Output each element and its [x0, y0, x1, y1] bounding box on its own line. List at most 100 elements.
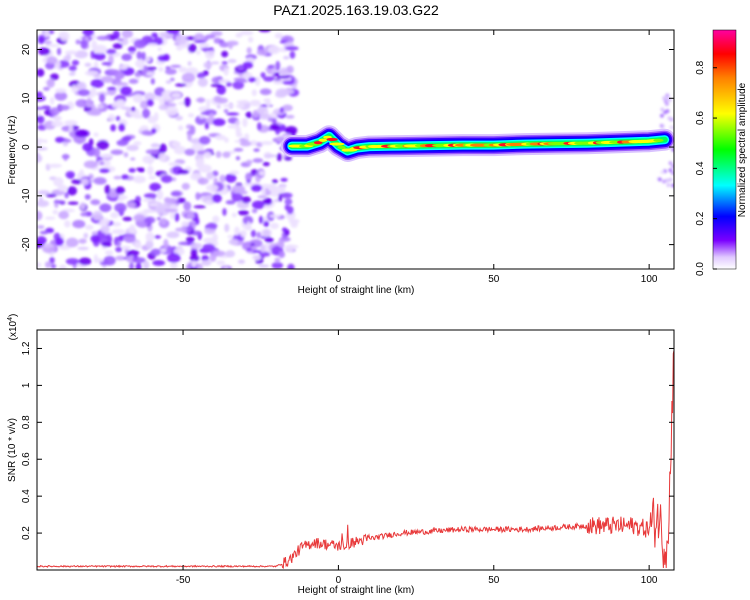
noise-blob [147, 165, 154, 176]
noise-blob [68, 124, 74, 133]
noise-blob [96, 140, 109, 150]
signal-hotspot [653, 138, 664, 142]
snr-series-line [37, 350, 674, 569]
noise-blob [206, 172, 214, 180]
noise-blob [50, 107, 60, 116]
noise-blob [206, 222, 218, 230]
noise-blob [43, 30, 50, 38]
noise-blob [274, 32, 283, 39]
noise-blob [196, 263, 203, 269]
noise-blob [63, 138, 72, 143]
noise-blob [228, 238, 239, 245]
noise-blob [163, 197, 172, 203]
noise-blob [93, 177, 107, 185]
noise-blob [107, 114, 116, 122]
noise-blob [193, 40, 207, 44]
noise-blob [77, 89, 91, 97]
noise-blob [237, 210, 249, 216]
noise-blob [129, 262, 134, 269]
noise-blob [152, 259, 166, 266]
noise-blob [246, 221, 251, 230]
noise-blob [37, 36, 45, 45]
noise-blob [99, 203, 112, 213]
noise-blob [178, 125, 184, 131]
noise-blob [246, 47, 252, 54]
noise-blob [258, 215, 264, 224]
noise-blob [273, 198, 280, 203]
noise-blob [213, 177, 218, 184]
noise-blob [258, 170, 265, 176]
noise-blob [231, 212, 237, 218]
noise-blob [80, 212, 88, 217]
noise-blob [187, 113, 195, 118]
noise-blob [117, 197, 124, 202]
noise-blob [671, 183, 674, 188]
noise-blob [74, 50, 89, 59]
noise-blob [670, 171, 674, 176]
noise-blob [178, 66, 188, 73]
noise-blob [100, 225, 110, 234]
noise-blob [221, 61, 228, 65]
noise-blob [90, 87, 97, 97]
noise-blob [37, 236, 47, 245]
noise-blob [222, 207, 227, 216]
noise-blob [278, 250, 286, 259]
noise-blob [223, 137, 229, 143]
noise-blob [145, 239, 154, 250]
noise-blob [57, 184, 68, 192]
noise-blob [121, 30, 134, 39]
noise-blob [136, 51, 142, 60]
noise-blob [185, 236, 195, 243]
noise-blob [84, 70, 99, 76]
noise-blob [85, 224, 94, 230]
noise-blob [134, 241, 142, 249]
noise-blob [252, 158, 264, 163]
noise-blob [222, 104, 235, 108]
noise-blob [170, 64, 182, 68]
noise-blob [190, 242, 203, 249]
noise-blob [267, 64, 275, 69]
noise-blob [195, 97, 206, 103]
noise-blob [156, 217, 161, 221]
noise-blob [223, 266, 229, 269]
noise-blob [272, 118, 277, 126]
noise-blob [263, 98, 270, 103]
noise-blob [251, 89, 257, 97]
noise-blob [110, 212, 119, 219]
noise-blob [38, 196, 43, 203]
noise-blob [197, 77, 208, 87]
noise-blob [78, 257, 92, 266]
noise-blob [37, 106, 45, 111]
noise-blob [77, 246, 89, 251]
noise-blob [171, 92, 182, 99]
spectrogram-xtick-label-0: -50 [176, 274, 191, 285]
noise-blob [233, 147, 244, 152]
noise-blob [222, 151, 231, 158]
snr-ytick-label-5: 1.2 [21, 341, 32, 355]
signal-hotspots [288, 135, 664, 152]
noise-blob [112, 43, 123, 49]
noise-blob [280, 185, 286, 193]
noise-blob [37, 138, 44, 144]
noise-blob [67, 201, 79, 205]
noise-blob [235, 156, 241, 161]
noise-blob [115, 82, 129, 86]
noise-blob [74, 129, 89, 138]
noise-blob [52, 115, 63, 121]
noise-blob [249, 140, 258, 146]
noise-blob [159, 97, 165, 106]
noise-blob [189, 125, 196, 135]
colorbar-tick-label-2: 0.4 [695, 161, 706, 175]
noise-blob [46, 78, 55, 88]
noise-blob [42, 244, 55, 248]
noise-blob [64, 192, 69, 199]
noise-blob [50, 264, 57, 269]
noise-blob [64, 120, 78, 126]
noise-blob [258, 251, 271, 257]
noise-blob [145, 71, 155, 76]
noise-blob [133, 214, 146, 222]
noise-blob [133, 175, 146, 184]
noise-blob [68, 72, 76, 76]
noise-blob [113, 175, 122, 180]
noise-blob [236, 100, 250, 104]
